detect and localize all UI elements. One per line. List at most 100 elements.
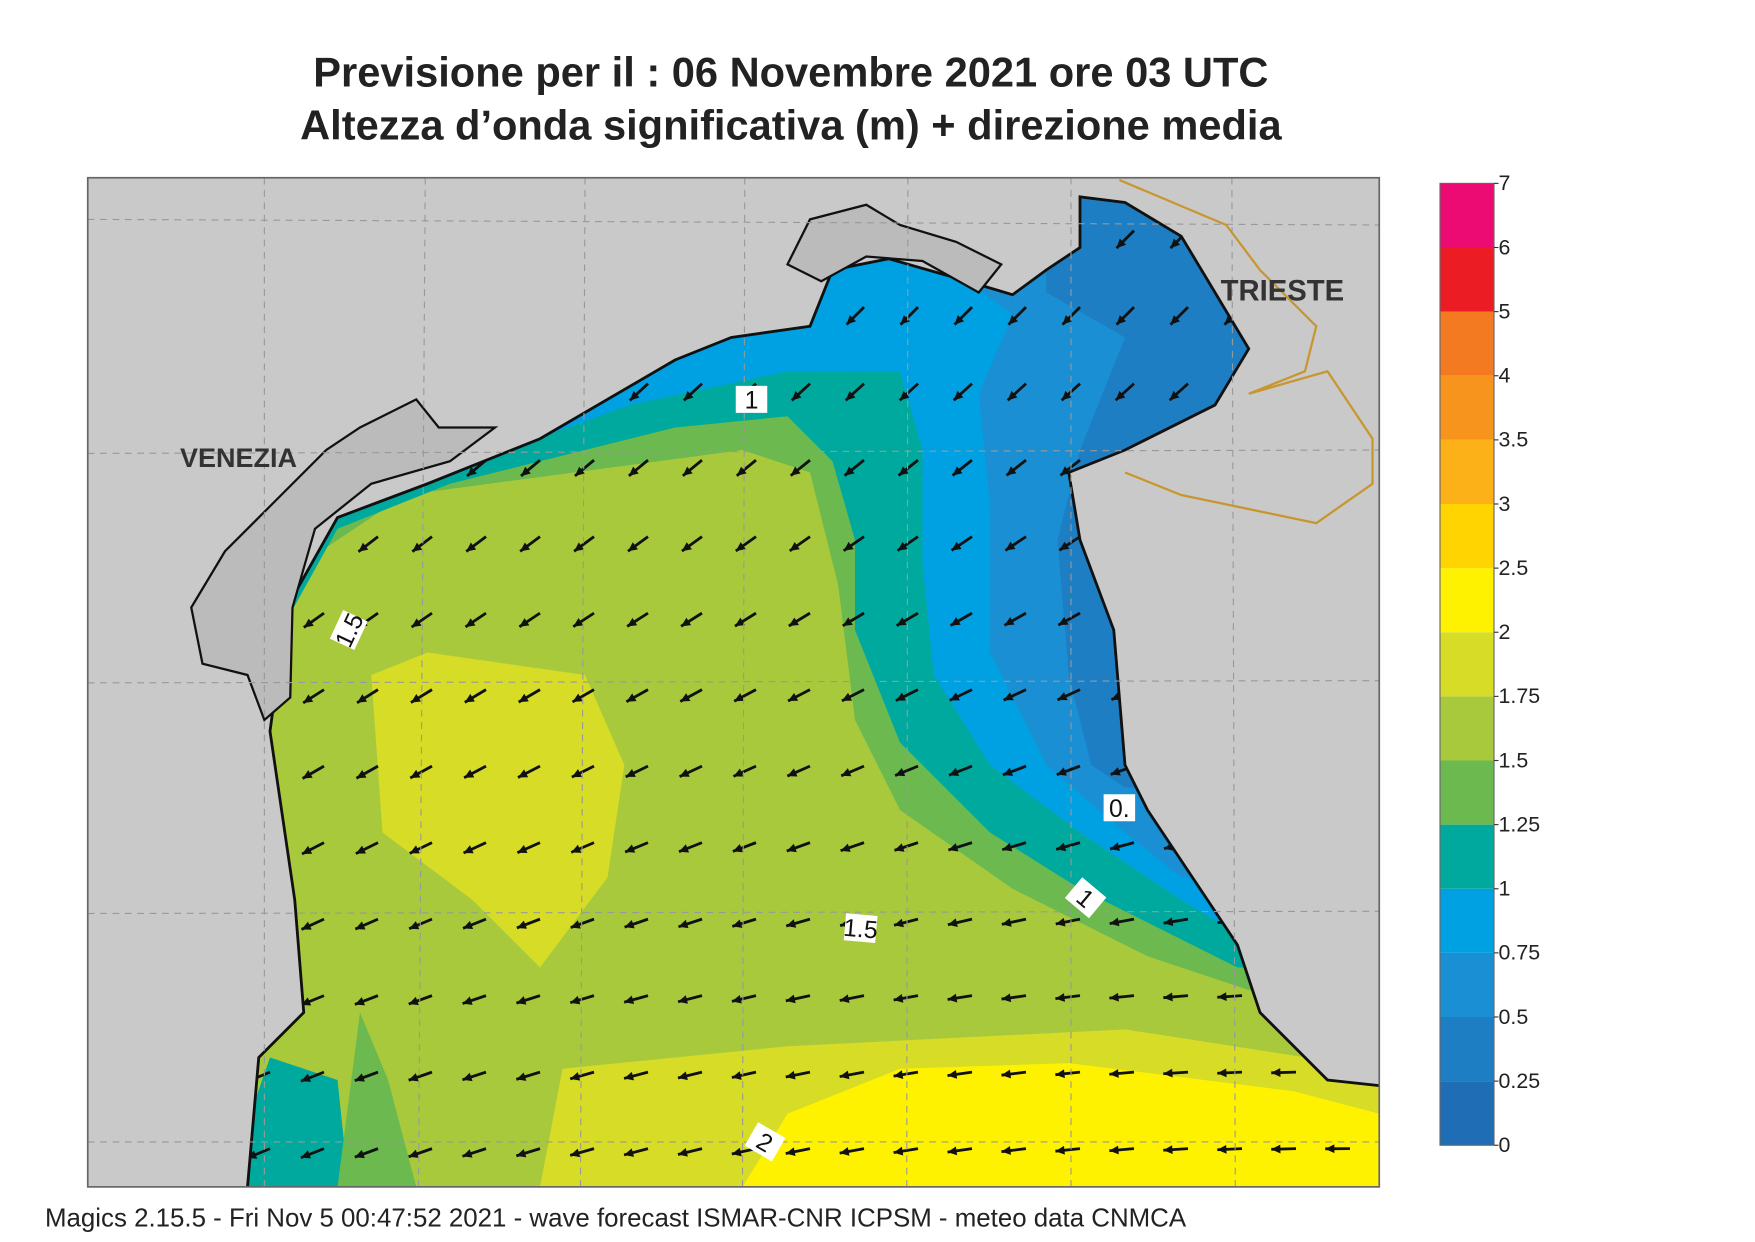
- arrow-head: [1001, 1146, 1012, 1155]
- arrow-head: [1110, 842, 1121, 851]
- colorbar-label: 7: [1499, 171, 1511, 195]
- arrow-head: [302, 770, 313, 779]
- contour-label: 1.5: [842, 913, 879, 945]
- arrow-head: [953, 390, 964, 401]
- colorbar-label: 2.5: [1499, 556, 1529, 580]
- arrow-head: [516, 1148, 527, 1158]
- border: [1118, 178, 1374, 525]
- arrow-head: [516, 920, 527, 929]
- arrow-head: [574, 466, 585, 476]
- arrow-head: [843, 541, 854, 551]
- colorbar-label: 0.5: [1499, 1005, 1529, 1029]
- arrow-head: [303, 694, 314, 703]
- arrow-head: [681, 617, 692, 627]
- lagoon: [785, 203, 1003, 294]
- contour-label-bg: [843, 913, 878, 943]
- arrow-head: [839, 994, 850, 1003]
- arrow-head: [894, 918, 904, 928]
- arrow-head: [1001, 918, 1012, 927]
- arrow-head: [732, 919, 743, 928]
- arrow-head: [1057, 692, 1068, 701]
- arrow-head: [950, 617, 961, 626]
- arrow-head: [464, 769, 475, 778]
- arrow-head: [517, 844, 528, 854]
- arrow-head: [1110, 767, 1121, 776]
- arrow-head: [1001, 993, 1012, 1003]
- title: Previsione per il : 06 Novembre 2021 ore…: [313, 49, 1268, 96]
- contour-label-bg: [735, 385, 768, 413]
- arrow-head: [1163, 1145, 1173, 1155]
- arrow-head: [898, 466, 909, 476]
- arrow-head: [734, 693, 745, 702]
- arrow-head: [733, 768, 744, 777]
- arrow-head: [1109, 1069, 1119, 1078]
- arrow-head: [1170, 315, 1181, 325]
- arrow-head: [734, 617, 746, 627]
- arrow-head: [355, 845, 366, 854]
- arrow-head: [627, 617, 638, 627]
- arrow-head: [624, 995, 635, 1005]
- colorbar-segment: [1440, 632, 1494, 697]
- arrow-head: [410, 694, 421, 703]
- colorbar-segment: [1440, 568, 1494, 633]
- arrow-head: [463, 920, 474, 930]
- colorbar-label: 1: [1499, 877, 1511, 901]
- arrow-head: [571, 769, 582, 778]
- colorbar-segment: [1440, 439, 1494, 504]
- arrow-head: [517, 769, 529, 778]
- arrow-head: [679, 768, 690, 777]
- arrow-head: [466, 542, 477, 552]
- contour-labels: 11.50.11.52: [329, 385, 1136, 1162]
- arrow-head: [1115, 390, 1126, 401]
- arrow-head: [409, 845, 420, 854]
- arrow-head: [786, 843, 797, 853]
- colorbar-segment: [1440, 952, 1494, 1017]
- arrow-head: [952, 466, 963, 476]
- arrow-head: [624, 1071, 635, 1081]
- arrow-head: [840, 843, 851, 852]
- colorbar-label: 2: [1499, 620, 1511, 644]
- arrow-head: [521, 466, 531, 477]
- arrow-head: [1163, 992, 1173, 1002]
- arrow-head: [574, 542, 585, 552]
- arrow-head: [570, 920, 581, 929]
- arrow-head: [627, 542, 638, 552]
- arrow-head: [1116, 315, 1127, 325]
- arrow-head: [467, 466, 477, 477]
- arrow-head: [680, 693, 691, 702]
- arrow-head: [408, 1149, 419, 1158]
- colorbar-segment: [1440, 1017, 1494, 1082]
- arrow-head: [786, 919, 797, 928]
- subtitle: Altezza d’onda significativa (m) + direz…: [300, 102, 1282, 149]
- place-label: TRIESTE: [1221, 275, 1345, 307]
- colorbar-label: 1.75: [1499, 684, 1541, 708]
- arrow-head: [844, 466, 855, 476]
- map-frame: [86, 176, 1381, 1188]
- colorbar-segment: [1440, 696, 1494, 761]
- arrow-head: [1007, 390, 1018, 401]
- arrow-head: [408, 996, 419, 1006]
- arrow-head: [625, 768, 636, 777]
- arrow-head: [1217, 992, 1227, 1002]
- arrow-head: [302, 845, 313, 854]
- arrow-head: [1003, 692, 1014, 701]
- graticule: [87, 177, 1380, 1187]
- arrow-head: [354, 1073, 365, 1082]
- arrow-head: [624, 920, 635, 929]
- colorbar-label: 0: [1499, 1133, 1511, 1157]
- arrow-head: [1055, 993, 1066, 1002]
- arrow-head: [300, 1073, 312, 1082]
- arrow-head: [789, 542, 800, 551]
- arrow-head: [520, 542, 531, 552]
- arrow-head: [357, 694, 368, 703]
- arrow-head: [356, 769, 367, 779]
- colorbar-label: 6: [1499, 235, 1511, 259]
- arrow-head: [787, 768, 798, 777]
- arrow-head: [1061, 390, 1072, 401]
- arrow-head: [410, 769, 421, 778]
- arrow-head: [408, 1073, 419, 1082]
- contour-label: 1: [735, 385, 768, 414]
- arrow-head: [625, 844, 636, 853]
- contour-label-text: 1.5: [842, 915, 879, 945]
